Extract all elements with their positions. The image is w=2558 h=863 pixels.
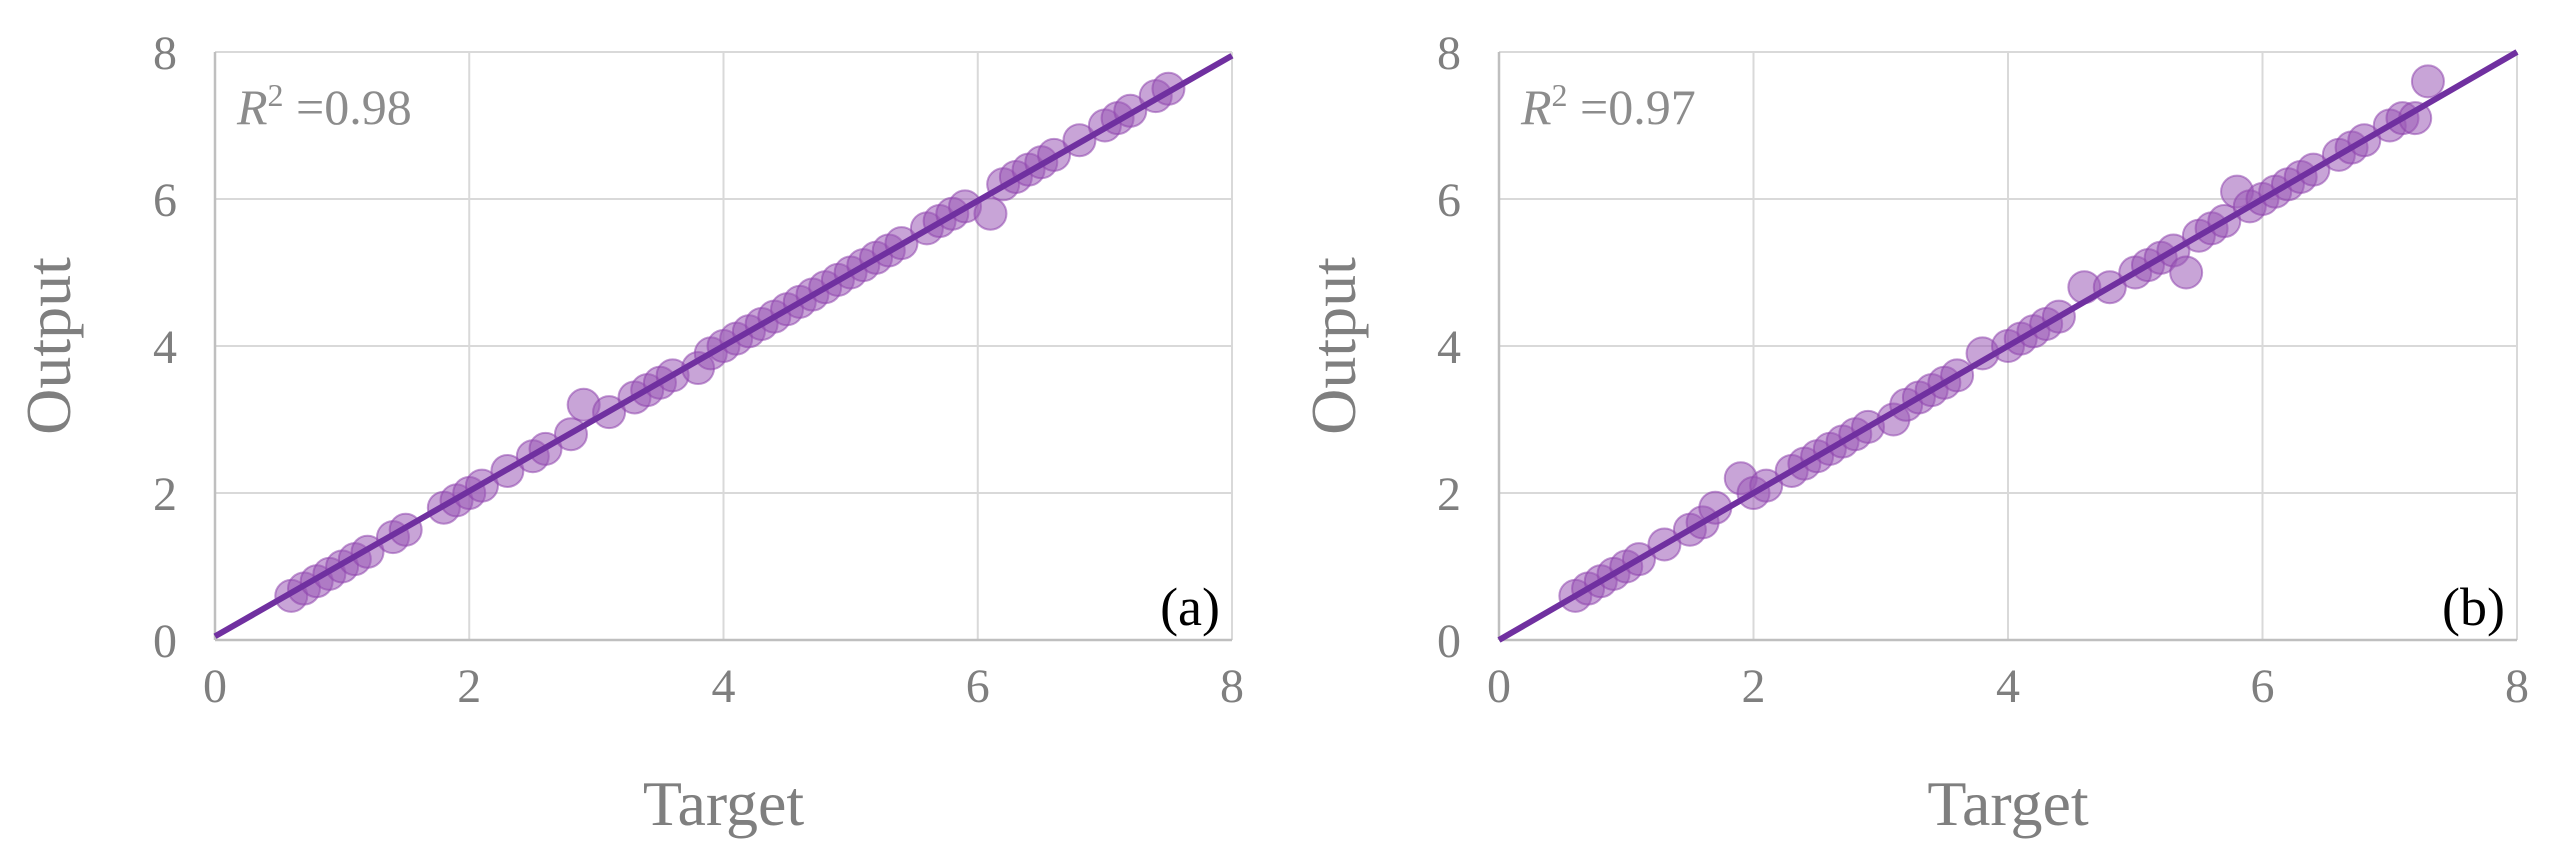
y-tick-label: 0 (153, 615, 177, 668)
x-axis-title: Target (1927, 768, 2089, 839)
y-tick-label: 8 (1437, 27, 1461, 80)
y-tick-label: 4 (153, 321, 177, 374)
x-tick-label: 0 (203, 660, 227, 713)
x-tick-label: 6 (2251, 660, 2275, 713)
y-tick-label: 2 (1437, 468, 1461, 521)
y-tick-label: 2 (153, 468, 177, 521)
y-axis-title: Output (13, 257, 84, 435)
r-squared-symbol: R (236, 79, 268, 135)
r-squared-exponent: 2 (268, 77, 284, 113)
data-point (2169, 255, 2204, 290)
x-tick-label: 0 (1487, 660, 1511, 713)
y-tick-label: 6 (153, 174, 177, 227)
x-tick-label: 8 (1220, 660, 1244, 713)
y-tick-label: 4 (1437, 321, 1461, 374)
r-squared-value: =0.97 (1568, 79, 1696, 135)
panel-label: (b) (2442, 577, 2505, 637)
r-squared-annotation: R2 =0.97 (1520, 77, 1696, 135)
data-point (973, 196, 1008, 231)
r-squared-annotation: R2 =0.98 (236, 77, 412, 135)
r-squared-exponent: 2 (1552, 77, 1568, 113)
r-squared-value: =0.98 (284, 79, 412, 135)
panel-label: (a) (1160, 577, 1220, 637)
x-tick-label: 2 (1742, 660, 1766, 713)
x-axis-title: Target (643, 768, 805, 839)
y-tick-label: 0 (1437, 615, 1461, 668)
r-squared-symbol: R (1520, 79, 1552, 135)
x-tick-label: 2 (457, 660, 481, 713)
fit-line (213, 53, 1234, 639)
data-point (2410, 64, 2445, 99)
x-tick-label: 6 (966, 660, 990, 713)
x-tick-label: 4 (1996, 660, 2020, 713)
y-axis-title: Output (1298, 257, 1369, 435)
y-tick-label: 8 (153, 27, 177, 80)
y-tick-label: 6 (1437, 174, 1461, 227)
x-tick-label: 8 (2505, 660, 2529, 713)
fit-line (1497, 49, 2519, 643)
x-tick-label: 4 (712, 660, 736, 713)
